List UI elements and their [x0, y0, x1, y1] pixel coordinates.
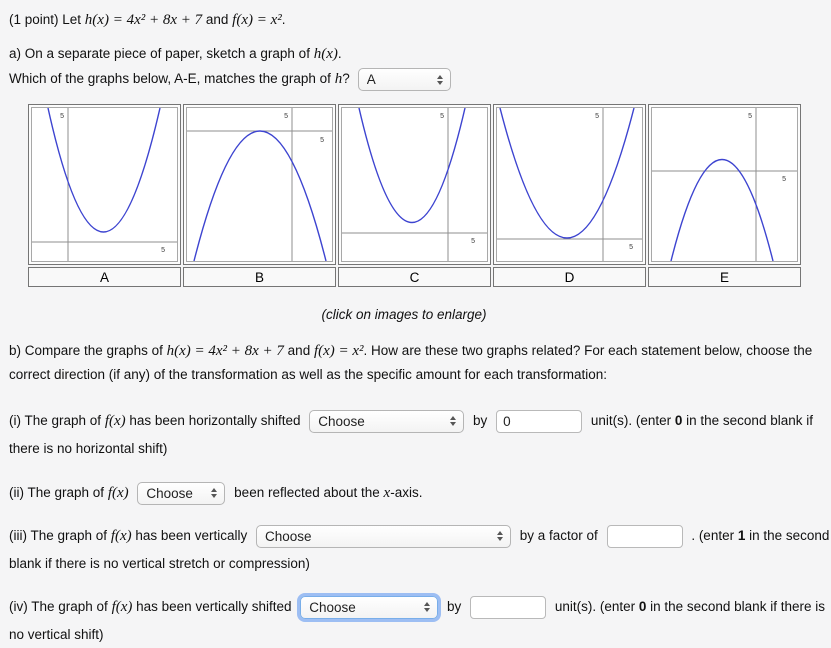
graph-image-b[interactable]: 5 5 — [183, 104, 336, 265]
part-a-instruction: a) On a separate piece of paper, sketch … — [9, 46, 342, 62]
svg-text:5: 5 — [161, 247, 165, 254]
vertical-shift-direction-select[interactable]: Choose — [300, 595, 439, 619]
reflection-select[interactable]: Choose — [137, 481, 226, 505]
select-arrows-icon — [424, 602, 431, 613]
part-a-question: Which of the graphs below, A-E, matches … — [9, 71, 350, 87]
vertical-scale-direction-select[interactable]: Choose — [255, 524, 511, 548]
vertical-shift-amount-input[interactable] — [470, 595, 547, 619]
graph-panel-d: 5 5 D — [493, 104, 646, 287]
graph-options-strip: 5 5 A 5 5 B — [28, 104, 825, 287]
graph-panel-e: 5 5 E — [648, 104, 801, 287]
statement-i: (i) The graph of f(x) has been horizonta… — [9, 407, 830, 462]
horizontal-shift-direction-select[interactable]: Choose — [309, 409, 465, 433]
enlarge-note: (click on images to enlarge) — [321, 307, 487, 322]
statement-iii-post: . (enter 1 in the second blank if there … — [9, 528, 830, 571]
graph-choice-select[interactable]: A — [357, 68, 451, 91]
part-a-question-row: Which of the graphs below, A-E, matches … — [9, 68, 825, 91]
statement-iv: (iv) The graph of f(x) has been vertical… — [9, 593, 830, 648]
select-arrows-icon — [211, 488, 218, 499]
svg-text:5: 5 — [748, 113, 752, 120]
graph-label-b: B — [183, 267, 336, 287]
graph-image-c[interactable]: 5 5 — [338, 104, 491, 265]
statement-i-pre: (i) The graph of f(x) has been horizonta… — [9, 413, 301, 429]
svg-text:5: 5 — [629, 244, 633, 251]
statement-ii-pre: (ii) The graph of f(x) — [9, 485, 129, 501]
select-arrows-icon — [496, 531, 503, 542]
part-b-intro: b) Compare the graphs of h(x) = 4x² + 8x… — [9, 343, 813, 382]
vertical-scale-factor-input[interactable] — [606, 524, 683, 548]
statement-iv-pre: (iv) The graph of f(x) has been vertical… — [9, 599, 292, 615]
svg-text:5: 5 — [440, 113, 444, 120]
graph-label-d: D — [493, 267, 646, 287]
problem-title: (1 point) Let h(x) = 4x² + 8x + 7 and f(… — [9, 12, 286, 28]
statement-ii: (ii) The graph of f(x) Choose been refle… — [9, 479, 830, 507]
statement-i-connector: by — [473, 413, 488, 428]
statement-ii-post: been reflected about the x-axis. — [234, 485, 423, 501]
graph-label-a: A — [28, 267, 181, 287]
svg-text:5: 5 — [320, 137, 324, 144]
graph-panel-a: 5 5 A — [28, 104, 181, 287]
svg-text:5: 5 — [595, 113, 599, 120]
graph-label-e: E — [648, 267, 801, 287]
graph-panel-c: 5 5 C — [338, 104, 491, 287]
svg-text:5: 5 — [284, 113, 288, 120]
statement-i-post: unit(s). (enter 0 in the second blank if… — [9, 413, 813, 456]
graph-image-e[interactable]: 5 5 — [648, 104, 801, 265]
svg-text:5: 5 — [471, 238, 475, 245]
graph-image-a[interactable]: 5 5 — [28, 104, 181, 265]
select-arrows-icon — [450, 416, 457, 427]
svg-text:5: 5 — [782, 176, 786, 183]
statement-iii-connector: by a factor of — [519, 528, 598, 543]
statement-iii-pre: (iii) The graph of f(x) has been vertica… — [9, 528, 248, 544]
select-arrows-icon — [436, 74, 443, 85]
svg-text:5: 5 — [60, 113, 64, 120]
graph-choice-select-value: A — [366, 72, 376, 87]
statement-iv-connector: by — [447, 599, 462, 614]
horizontal-shift-amount-input[interactable] — [496, 409, 583, 433]
graph-label-c: C — [338, 267, 491, 287]
statement-iii: (iii) The graph of f(x) has been vertica… — [9, 522, 830, 577]
graph-image-d[interactable]: 5 5 — [493, 104, 646, 265]
graph-panel-b: 5 5 B — [183, 104, 336, 287]
